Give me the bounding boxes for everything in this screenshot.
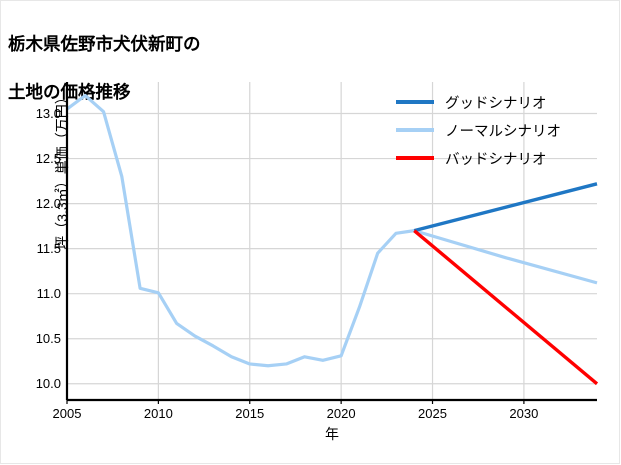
- y-tick-label: 10.0: [35, 375, 61, 391]
- legend-swatch-normal: [396, 128, 434, 132]
- y-tick-label: 10.5: [35, 330, 61, 346]
- series-line: [413, 229, 599, 386]
- legend-swatch-bad: [396, 156, 434, 160]
- data-lines: [66, 93, 599, 386]
- page-title: 栃木県佐野市犬伏新町の 土地の価格推移: [8, 8, 428, 129]
- x-axis-label: 年: [325, 426, 339, 442]
- title-line-1: 栃木県佐野市犬伏新町の: [8, 34, 201, 55]
- y-tick-label: 11.5: [36, 240, 61, 256]
- x-tick-label: 2030: [509, 406, 539, 421]
- legend-item-good[interactable]: グッドシナリオ: [396, 88, 611, 116]
- y-tick-label: 12.5: [35, 150, 61, 166]
- legend-label-good: グッドシナリオ: [445, 95, 547, 112]
- legend-item-normal[interactable]: ノーマルシナリオ: [396, 116, 611, 144]
- legend-label-bad: バッドシナリオ: [445, 151, 547, 168]
- x-tick-marks: [66, 400, 525, 404]
- axis-frame: [65, 82, 597, 402]
- x-tick-label: 2010: [143, 406, 173, 421]
- series-line: [413, 182, 598, 233]
- x-tick-label: 2005: [52, 406, 82, 421]
- y-tick-label: 12.0: [35, 195, 61, 211]
- y-axis-label: 坪（3.3㎡）単価（万円）: [54, 90, 70, 250]
- title-line-2: 土地の価格推移: [8, 82, 131, 103]
- legend-label-normal: ノーマルシナリオ: [445, 123, 561, 140]
- series-line: [66, 93, 598, 368]
- x-tick-label: 2015: [235, 406, 265, 421]
- chart-legend: グッドシナリオ ノーマルシナリオ バッドシナリオ: [396, 88, 611, 172]
- legend-swatch-good: [396, 100, 434, 104]
- y-tick-label: 13.0: [35, 105, 61, 121]
- legend-item-bad[interactable]: バッドシナリオ: [396, 144, 611, 172]
- y-tick-label: 11.0: [36, 285, 61, 301]
- x-tick-label: 2020: [326, 406, 356, 421]
- x-tick-label: 2025: [418, 406, 447, 421]
